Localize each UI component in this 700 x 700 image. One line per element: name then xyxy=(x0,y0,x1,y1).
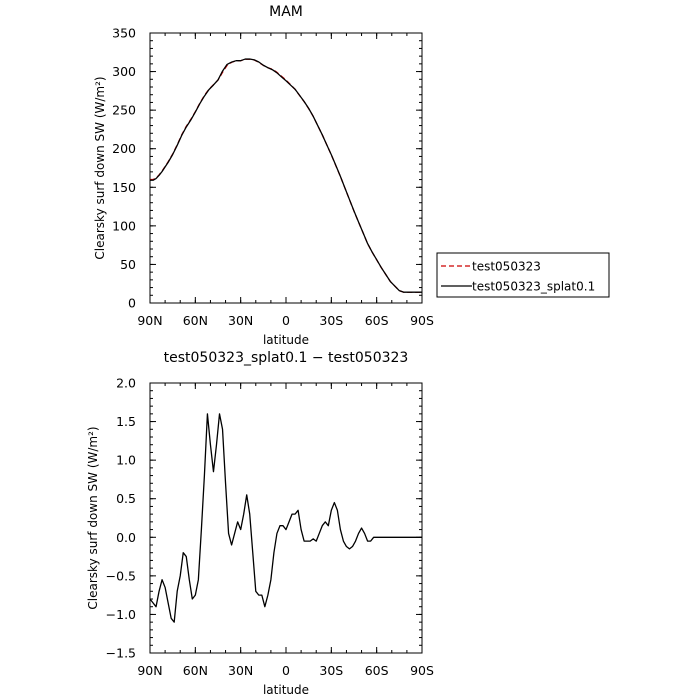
y-tick-label: 1.0 xyxy=(116,453,136,468)
chart-panel-2: test050323_splat0.1 − test050323 90N 60N 30… xyxy=(86,350,434,697)
x-tick-label: 60S xyxy=(365,313,389,328)
x-axis-label: latitude xyxy=(263,683,309,697)
x-tick-label: 0 xyxy=(282,313,290,328)
y-tick-label: 350 xyxy=(112,26,136,41)
series-line-2 xyxy=(149,58,422,293)
y-tick-label: 200 xyxy=(112,141,136,156)
chart-panel-1: MAM 90N 60N 30N 0 30S 60S 90S 0 50 100 150 200 250 300… xyxy=(93,4,610,347)
legend-box xyxy=(436,252,610,298)
x-tick-label: 0 xyxy=(282,663,290,678)
legend: test050323 test050323_splat0.1 xyxy=(436,252,610,298)
y-tick-label: 150 xyxy=(112,180,136,195)
legend-label-1: test050323 xyxy=(472,260,541,274)
x-tick-label: 60N xyxy=(183,663,208,678)
y-tick-label: 50 xyxy=(120,257,136,272)
plot-frame xyxy=(149,32,423,304)
x-tick-label: 60S xyxy=(365,663,389,678)
series-line-1 xyxy=(149,413,422,623)
y-axis-label: Clearsky surf down SW (W/m²) xyxy=(86,426,100,609)
x-axis-label: latitude xyxy=(263,333,309,347)
series-line-1 xyxy=(150,58,422,293)
x-tick-label: 90N xyxy=(137,313,162,328)
x-tick-label: 90S xyxy=(410,663,434,678)
y-tick-label: 300 xyxy=(112,64,136,79)
x-tick-label: 90N xyxy=(137,663,162,678)
y-tick-label: 0.5 xyxy=(116,491,136,506)
y-tick-label: −1.5 xyxy=(106,646,136,661)
x-tick-label: 30N xyxy=(228,663,253,678)
x-tick-label: 90S xyxy=(410,313,434,328)
y-axis-label: Clearsky surf down SW (W/m²) xyxy=(93,76,107,259)
y-tick-label: −1.0 xyxy=(106,607,136,622)
x-tick-label: 30S xyxy=(319,663,343,678)
plot-frame xyxy=(149,382,423,654)
y-tick-label: 0 xyxy=(128,296,136,311)
y-tick-label: 0.0 xyxy=(116,530,136,545)
y-tick-label: 100 xyxy=(112,218,136,233)
x-tick-label: 60N xyxy=(183,313,208,328)
legend-label-2: test050323_splat0.1 xyxy=(472,280,595,294)
chart-title: test050323_splat0.1 − test050323 xyxy=(164,350,409,366)
x-tick-label: 30N xyxy=(228,313,253,328)
y-tick-label: 2.0 xyxy=(116,376,136,391)
x-tick-label: 30S xyxy=(319,313,343,328)
y-tick-label: 1.5 xyxy=(116,414,136,429)
y-tick-label: −0.5 xyxy=(106,568,136,583)
chart-title: MAM xyxy=(269,4,303,20)
y-tick-label: 250 xyxy=(112,103,136,118)
